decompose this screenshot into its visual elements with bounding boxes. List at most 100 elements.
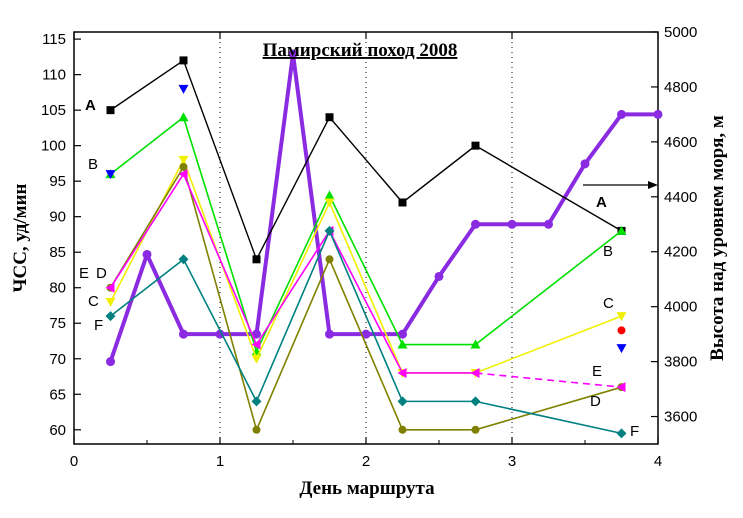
series-point-d <box>325 255 334 264</box>
series-point-b <box>178 112 189 122</box>
extra-marker <box>178 84 189 94</box>
series-point-e <box>616 382 626 393</box>
series-label-c-right: C <box>603 295 614 312</box>
series-point-e <box>105 282 115 293</box>
y2-tick-label: 4400 <box>664 189 697 206</box>
altitude-point <box>142 249 152 259</box>
series-label-f-right: F <box>630 423 639 440</box>
axes: 0 1 2 3 4 60 65 70 75 80 85 90 95 100 105 110 115 3600 380… <box>41 24 697 470</box>
series-point-b <box>397 339 408 349</box>
series-point-b <box>616 225 627 235</box>
series-point-a <box>325 113 334 122</box>
series-point-b <box>470 339 481 349</box>
series-point-c <box>616 312 627 322</box>
series-point-e <box>178 169 188 180</box>
grid <box>219 32 513 444</box>
series-point-e <box>397 367 407 378</box>
series-point-c <box>251 354 262 364</box>
x-tick-label: 2 <box>362 453 370 470</box>
series-point-b <box>324 190 335 200</box>
series-point-a <box>252 255 261 264</box>
altitude-point <box>580 159 590 169</box>
x-axis-label: День маршрута <box>299 478 435 499</box>
series-label-d-left: D <box>96 265 107 282</box>
y-tick-label: 90 <box>49 209 66 226</box>
x-tick-label: 1 <box>216 453 224 470</box>
altitude-line <box>108 51 658 363</box>
altitude-point <box>617 109 626 119</box>
altitude-point <box>361 329 371 339</box>
y2-axis-label: Высота над уровнем моря, м <box>707 115 728 361</box>
y-tick-label: 60 <box>49 422 66 439</box>
series-point-c <box>105 297 116 307</box>
y-tick-label: 65 <box>49 386 66 403</box>
y-tick-label: 95 <box>49 173 66 190</box>
series-label-c-left: C <box>88 293 99 310</box>
series-point-f <box>470 396 481 407</box>
series-point-c <box>324 198 335 208</box>
y-tick-label: 100 <box>41 138 66 155</box>
y2-tick-label: 5000 <box>664 24 697 41</box>
y-tick-label: 115 <box>42 31 66 48</box>
y2-tick-label: 4000 <box>664 299 697 316</box>
series-line-e-dashed <box>475 372 622 388</box>
altitude-point <box>325 329 334 339</box>
series-label-d-right: D <box>590 393 601 410</box>
series-point-e <box>251 339 261 350</box>
altitude-point <box>398 329 407 339</box>
altitude-point <box>252 329 261 339</box>
series-point-f <box>324 225 335 236</box>
series-point-d <box>471 425 480 434</box>
x-tick-label: 4 <box>654 453 662 470</box>
altitude-point <box>179 329 188 339</box>
series-point-f <box>178 254 189 265</box>
y2-tick-label: 4200 <box>664 244 697 261</box>
series-point-d <box>179 162 188 171</box>
x-tick-label: 3 <box>508 453 516 470</box>
series-point-f <box>251 396 262 407</box>
altitude-point <box>471 219 480 229</box>
altitude-point <box>544 219 553 229</box>
y-tick-label: 70 <box>49 351 66 368</box>
y2-tick-label: 3800 <box>664 354 697 371</box>
series-point-f <box>105 311 116 322</box>
y-tick-label: 110 <box>42 67 66 84</box>
series-point-f <box>397 396 408 407</box>
series-point-a <box>106 106 115 115</box>
series-point-a <box>398 198 407 207</box>
y-tick-label: 80 <box>49 280 66 297</box>
series-point-d <box>252 425 261 434</box>
series-layer <box>105 49 663 439</box>
y-tick-label: 85 <box>49 244 66 261</box>
extra-marker <box>616 344 627 354</box>
extra-marker <box>617 326 626 335</box>
series-line-e <box>109 172 476 374</box>
series-label-a-right: A <box>596 194 607 211</box>
series-point-d <box>398 425 407 434</box>
series-label-e-left: E <box>79 265 89 282</box>
series-point-f <box>616 428 627 439</box>
series-point-a <box>471 141 480 150</box>
y2-tick-label: 4600 <box>664 134 697 151</box>
x-tick-label: 0 <box>70 453 78 470</box>
y-tick-label: 75 <box>49 315 66 332</box>
series-label-e-right: E <box>592 363 602 380</box>
chart-title: Памирский поход 2008 <box>263 40 458 61</box>
series-label-a: A <box>85 97 96 114</box>
extra-marker <box>105 170 116 180</box>
altitude-point <box>288 49 298 59</box>
series-label-b: B <box>88 156 98 173</box>
y-tick-label: 105 <box>41 102 66 119</box>
series-point-a <box>179 56 188 65</box>
series-point-c <box>178 155 189 165</box>
series-point-e <box>470 367 480 378</box>
series-label-f-left: F <box>94 317 103 334</box>
altitude-point <box>106 357 115 367</box>
altitude-point <box>434 271 444 281</box>
y2-tick-label: 4800 <box>664 79 697 96</box>
labels-layer: A B E D C F A B C E D F <box>79 97 639 440</box>
altitude-arrow <box>583 181 658 189</box>
y-axis-label: ЧСС, уд/мин <box>10 183 31 292</box>
y2-tick-label: 3600 <box>664 409 697 426</box>
